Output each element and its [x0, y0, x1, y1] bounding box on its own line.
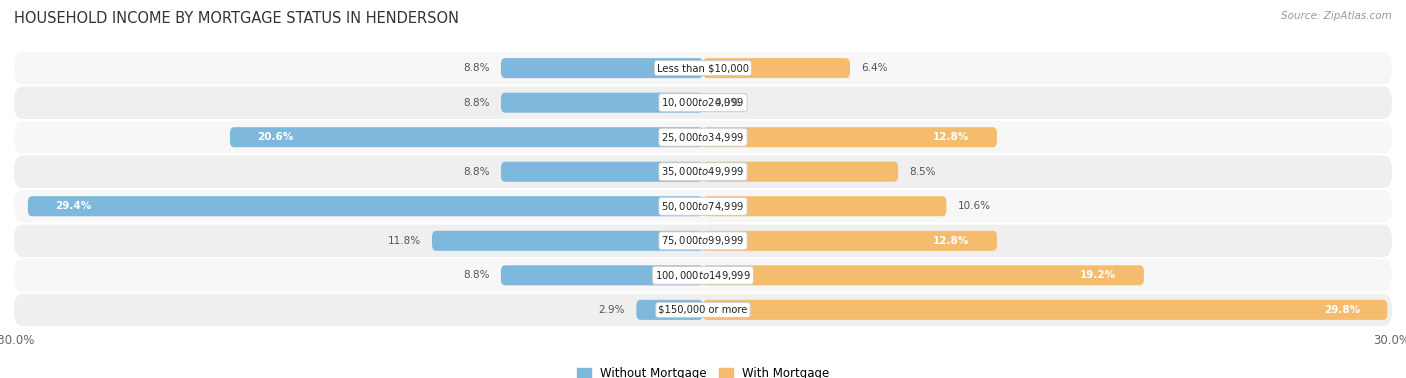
FancyBboxPatch shape — [501, 58, 703, 78]
FancyBboxPatch shape — [703, 231, 997, 251]
Text: 20.6%: 20.6% — [257, 132, 294, 142]
FancyBboxPatch shape — [14, 52, 1392, 84]
Text: 10.6%: 10.6% — [957, 201, 991, 211]
Text: $10,000 to $24,999: $10,000 to $24,999 — [661, 96, 745, 109]
FancyBboxPatch shape — [14, 294, 1392, 326]
FancyBboxPatch shape — [432, 231, 703, 251]
FancyBboxPatch shape — [703, 265, 1144, 285]
Text: 0.0%: 0.0% — [714, 98, 741, 108]
Text: HOUSEHOLD INCOME BY MORTGAGE STATUS IN HENDERSON: HOUSEHOLD INCOME BY MORTGAGE STATUS IN H… — [14, 11, 460, 26]
Text: 12.8%: 12.8% — [934, 236, 969, 246]
Text: Less than $10,000: Less than $10,000 — [657, 63, 749, 73]
FancyBboxPatch shape — [703, 196, 946, 216]
FancyBboxPatch shape — [501, 162, 703, 182]
Text: 8.8%: 8.8% — [463, 167, 489, 177]
Text: 19.2%: 19.2% — [1080, 270, 1116, 280]
Text: 12.8%: 12.8% — [934, 132, 969, 142]
FancyBboxPatch shape — [14, 259, 1392, 291]
FancyBboxPatch shape — [28, 196, 703, 216]
Text: 29.4%: 29.4% — [55, 201, 91, 211]
Text: 11.8%: 11.8% — [388, 236, 420, 246]
Text: 29.8%: 29.8% — [1323, 305, 1360, 315]
Text: 8.8%: 8.8% — [463, 63, 489, 73]
Text: $25,000 to $34,999: $25,000 to $34,999 — [661, 131, 745, 144]
Text: 8.5%: 8.5% — [910, 167, 936, 177]
FancyBboxPatch shape — [14, 225, 1392, 257]
FancyBboxPatch shape — [501, 265, 703, 285]
FancyBboxPatch shape — [231, 127, 703, 147]
Text: 6.4%: 6.4% — [862, 63, 889, 73]
FancyBboxPatch shape — [14, 155, 1392, 188]
FancyBboxPatch shape — [703, 162, 898, 182]
FancyBboxPatch shape — [703, 300, 1388, 320]
Text: Source: ZipAtlas.com: Source: ZipAtlas.com — [1281, 11, 1392, 21]
FancyBboxPatch shape — [14, 121, 1392, 153]
FancyBboxPatch shape — [703, 127, 997, 147]
Legend: Without Mortgage, With Mortgage: Without Mortgage, With Mortgage — [572, 362, 834, 378]
FancyBboxPatch shape — [14, 87, 1392, 119]
Text: 2.9%: 2.9% — [599, 305, 624, 315]
Text: $50,000 to $74,999: $50,000 to $74,999 — [661, 200, 745, 213]
FancyBboxPatch shape — [637, 300, 703, 320]
Text: $75,000 to $99,999: $75,000 to $99,999 — [661, 234, 745, 247]
Text: 8.8%: 8.8% — [463, 270, 489, 280]
Text: $100,000 to $149,999: $100,000 to $149,999 — [655, 269, 751, 282]
FancyBboxPatch shape — [703, 58, 851, 78]
Text: $150,000 or more: $150,000 or more — [658, 305, 748, 315]
FancyBboxPatch shape — [14, 190, 1392, 223]
FancyBboxPatch shape — [501, 93, 703, 113]
Text: 8.8%: 8.8% — [463, 98, 489, 108]
Text: $35,000 to $49,999: $35,000 to $49,999 — [661, 165, 745, 178]
